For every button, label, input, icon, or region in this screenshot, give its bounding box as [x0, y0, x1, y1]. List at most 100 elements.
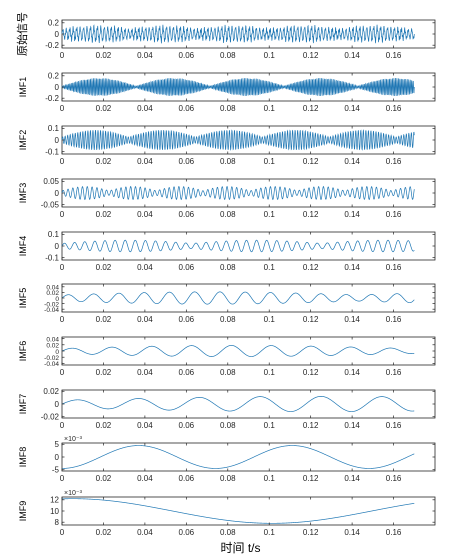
- y-tick-label: 0: [55, 189, 60, 198]
- x-tick-label: 0: [60, 368, 65, 377]
- x-tick-label: 0.1: [264, 474, 276, 483]
- subplot-imf6: 0 0.02 0.04 0.06 0.08 0.1 0.12 0.14 0.16-0.04-0.…: [18, 336, 436, 377]
- y-tick-label: 0.04: [46, 285, 59, 292]
- x-tick-label: 0: [60, 104, 65, 113]
- x-tick-label: 0.06: [179, 528, 195, 537]
- series-line: [61, 129, 415, 151]
- series-line: [61, 24, 415, 44]
- axes-box: [61, 178, 436, 208]
- y-exponent-label: ×10⁻³: [64, 436, 83, 443]
- x-tick-label: 0.08: [220, 210, 236, 219]
- x-tick-label: 0.08: [220, 474, 236, 483]
- y-tick-label: 0.02: [46, 290, 59, 297]
- x-tick-label: 0.02: [96, 368, 112, 377]
- axes-box: [61, 496, 436, 526]
- y-tick-label: 8: [55, 518, 60, 527]
- subplot-imf9: 0 0.02 0.04 0.06 0.08 0.1 0.12 0.14 0.16 8 10 12 ×10…: [18, 490, 436, 537]
- x-tick-label: 0: [60, 315, 65, 324]
- x-tick-label: 0.06: [179, 315, 195, 324]
- y-tick-label: 0: [55, 242, 60, 251]
- y-axis-label: IMF8: [18, 447, 28, 468]
- x-tick-label: 0.1: [264, 263, 276, 272]
- x-tick-label: 0.08: [220, 157, 236, 166]
- y-tick-label: 0.2: [48, 19, 60, 28]
- x-tick-label: 0: [60, 263, 65, 272]
- x-tick-label: 0.12: [303, 421, 319, 430]
- y-tick-label: -0.2: [45, 41, 59, 50]
- x-tick-label: 0.12: [303, 210, 319, 219]
- x-tick-label: 0.04: [137, 104, 153, 113]
- x-tick-label: 0.02: [96, 157, 112, 166]
- x-tick-label: 0.12: [303, 368, 319, 377]
- x-tick-label: 0.04: [137, 157, 153, 166]
- x-tick-label: 0.14: [344, 157, 360, 166]
- x-tick-label: 0.1: [264, 104, 276, 113]
- x-tick-label: 0.12: [303, 528, 319, 537]
- x-tick-label: 0.02: [96, 528, 112, 537]
- y-axis-label: IMF1: [18, 77, 28, 98]
- x-tick-label: 0.02: [96, 421, 112, 430]
- x-tick-label: 0: [60, 528, 65, 537]
- x-tick-label: 0.06: [179, 157, 195, 166]
- y-tick-label: -0.02: [44, 355, 59, 362]
- x-tick-label: 0.02: [96, 474, 112, 483]
- y-tick-label: -0.04: [44, 307, 59, 314]
- y-axis-label: 原始信号: [15, 12, 29, 56]
- x-tick-label: 0.14: [344, 474, 360, 483]
- y-tick-label: 0: [55, 349, 59, 356]
- x-tick-label: 0.06: [179, 263, 195, 272]
- y-axis-label: IMF4: [18, 236, 28, 257]
- y-tick-label: 0.2: [48, 72, 60, 81]
- y-tick-label: -5: [52, 466, 60, 475]
- x-tick-label: 0.06: [179, 421, 195, 430]
- x-tick-label: 0: [60, 51, 65, 60]
- subplot-imf1: 0 0.02 0.04 0.06 0.08 0.1 0.12 0.14 0.16-0.200.2…: [18, 72, 436, 113]
- x-tick-label: 0.14: [344, 421, 360, 430]
- series-line: [61, 396, 415, 412]
- x-tick-label: 0.12: [303, 157, 319, 166]
- x-tick-label: 0: [60, 157, 65, 166]
- x-tick-label: 0.16: [386, 51, 402, 60]
- y-tick-label: 0.1: [48, 124, 60, 133]
- x-tick-label: 0.06: [179, 51, 195, 60]
- x-tick-label: 0.14: [344, 528, 360, 537]
- y-tick-label: -0.2: [45, 94, 59, 103]
- x-tick-label: 0.1: [264, 528, 276, 537]
- subplot-imf5: 0 0.02 0.04 0.06 0.08 0.1 0.12 0.14 0.16-0.04-0.…: [18, 283, 436, 324]
- y-tick-label: -0.1: [45, 253, 59, 262]
- x-tick-label: 0.08: [220, 528, 236, 537]
- x-tick-label: 0.16: [386, 210, 402, 219]
- x-tick-label: 0.12: [303, 315, 319, 324]
- x-tick-label: 0.04: [137, 51, 153, 60]
- y-exponent-label: ×10⁻³: [64, 490, 83, 497]
- x-tick-label: 0.02: [96, 210, 112, 219]
- y-tick-label: -0.02: [44, 301, 59, 308]
- y-tick-label: 0: [55, 453, 60, 462]
- series-line: [61, 78, 415, 96]
- y-tick-label: 0: [55, 136, 60, 145]
- subplot-imf7: 0 0.02 0.04 0.06 0.08 0.1 0.12 0.14 0.16-0.0200.…: [18, 387, 436, 430]
- series-line: [61, 498, 415, 524]
- x-tick-label: 0: [60, 474, 65, 483]
- y-tick-label: -0.1: [45, 147, 59, 156]
- x-tick-label: 0.04: [137, 421, 153, 430]
- y-axis-label: IMF3: [18, 183, 28, 204]
- x-tick-label: 0.16: [386, 157, 402, 166]
- y-tick-label: 5: [55, 440, 60, 449]
- y-axis-label: IMF9: [18, 501, 28, 522]
- subplot-原始信号: 0 0.02 0.04 0.06 0.08 0.1 0.12 0.14 0.16-0.200.2…: [15, 12, 436, 60]
- x-tick-label: 0.04: [137, 315, 153, 324]
- y-axis-label: IMF5: [18, 288, 28, 309]
- y-tick-label: 0: [55, 296, 59, 303]
- x-tick-label: 0.06: [179, 210, 195, 219]
- x-tick-label: 0.14: [344, 368, 360, 377]
- y-tick-label: 0.05: [43, 177, 59, 186]
- y-tick-label: 0: [55, 400, 60, 409]
- y-axis-label: IMF6: [18, 341, 28, 362]
- y-tick-label: 10: [50, 507, 59, 516]
- x-tick-label: 0.08: [220, 368, 236, 377]
- x-tick-label: 0.02: [96, 315, 112, 324]
- x-tick-label: 0.04: [137, 368, 153, 377]
- y-axis-label: IMF2: [18, 130, 28, 151]
- x-tick-label: 0.1: [264, 210, 276, 219]
